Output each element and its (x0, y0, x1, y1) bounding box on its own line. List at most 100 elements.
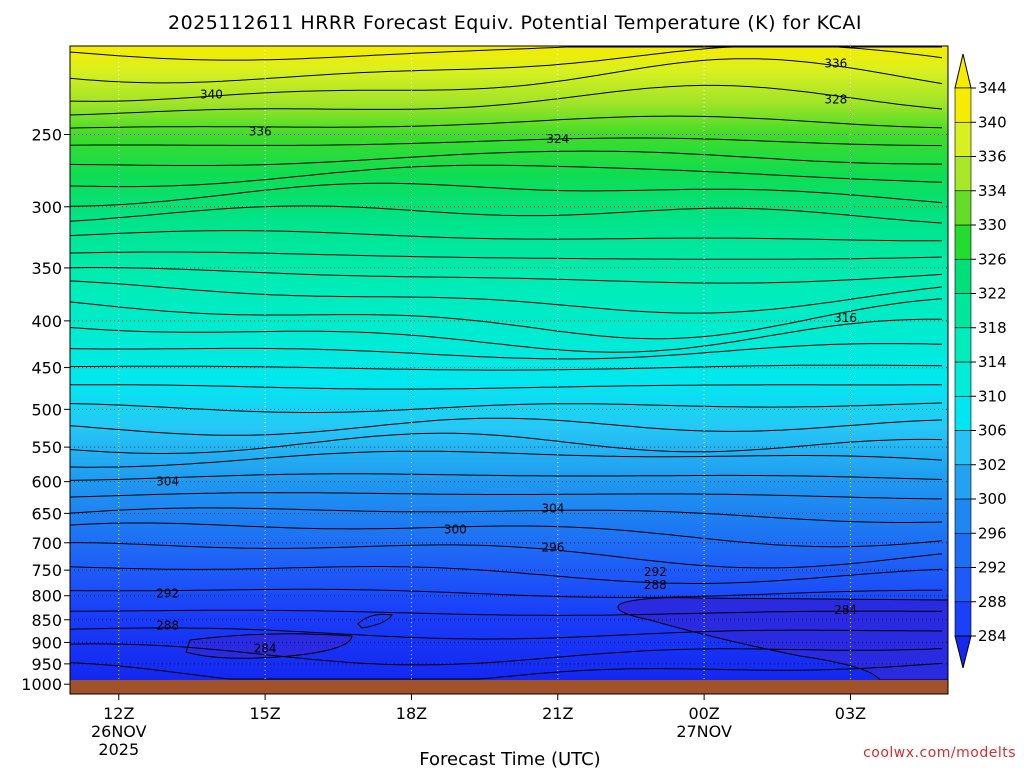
colorbar-tick-label: 318 (978, 319, 1007, 337)
colorbar-swatch (954, 464, 972, 500)
colorbar-tick-label: 322 (978, 285, 1007, 303)
x-tick-date: 26NOV (91, 722, 147, 741)
contour-label: 316 (834, 311, 857, 325)
contour-line (70, 542, 943, 569)
colorbar-tick-label: 306 (978, 422, 1007, 440)
contour-line (69, 627, 942, 640)
x-tick-label: 12Z (103, 704, 134, 723)
colorbar-swatch (954, 121, 972, 157)
colorbar-tick-label: 340 (978, 113, 1007, 131)
contour-label: 304 (156, 475, 179, 489)
contour-line (69, 662, 943, 680)
colorbar-tick-label: 310 (978, 387, 1007, 405)
colorbar-swatch (954, 430, 972, 466)
y-tick-label: 300 (31, 198, 62, 217)
contour-line (69, 150, 942, 166)
colorbar-swatch (954, 293, 972, 329)
colorbar-tick-label: 326 (978, 250, 1007, 268)
contour-label: 328 (824, 93, 847, 107)
y-tick-label: 350 (31, 259, 62, 278)
plot-field (70, 46, 948, 680)
x-tick-label: 00Z (688, 704, 719, 723)
contour-label: 340 (200, 87, 223, 101)
colorbar-swatch (954, 567, 972, 603)
contour-line (69, 432, 943, 454)
contour-line (69, 609, 942, 616)
x-tick-date: 27NOV (676, 722, 732, 741)
y-tick-label: 950 (31, 655, 62, 674)
contour-label: 336 (249, 124, 272, 138)
contour-line (69, 522, 943, 548)
y-tick-label: 700 (31, 534, 62, 553)
contour-line (69, 251, 943, 260)
grid-lines (70, 46, 948, 685)
colorbar-tick-label: 300 (978, 490, 1007, 508)
contour-label: 300 (444, 523, 467, 537)
colorbar-tick-label: 334 (978, 182, 1007, 200)
y-axis: 250 300 350 400 450 500 550 600 650 700 750 800 850 9… (21, 125, 70, 694)
contour-line (70, 384, 943, 390)
colorbar-tick-label: 296 (978, 524, 1007, 542)
contour-line (69, 318, 943, 353)
contour-line (69, 267, 943, 284)
y-tick-label: 800 (31, 587, 62, 606)
contour-line (69, 417, 943, 436)
colorbar-swatch (954, 190, 972, 226)
y-tick-label: 550 (31, 438, 62, 457)
plot-frame (69, 45, 949, 695)
colorbar-tick-label: 284 (978, 627, 1007, 645)
contour-label: 284 (254, 642, 277, 656)
colorbar-swatch (954, 361, 972, 397)
contour-line (69, 164, 943, 188)
contour-line (69, 507, 943, 523)
y-tick-label: 400 (31, 312, 62, 331)
contour-label: 292 (644, 565, 667, 579)
contour-line (69, 58, 943, 102)
y-tick-label: 450 (31, 359, 62, 378)
contour-label: 324 (546, 132, 569, 146)
contour-line (69, 450, 943, 468)
contour-line (70, 364, 943, 371)
contour-line (69, 402, 943, 413)
colorbar-tick-label: 344 (978, 79, 1007, 97)
contour-label: 336 (824, 56, 847, 70)
colorbar-tick-label: 330 (978, 216, 1007, 234)
colorbar-swatch (954, 532, 972, 568)
x-tick-label: 21Z (542, 704, 573, 723)
y-tick-label: 600 (31, 473, 62, 492)
colorbar-tick-label: 292 (978, 559, 1007, 577)
colorbar-swatch (954, 224, 972, 260)
y-tick-label: 650 (31, 504, 62, 523)
contour-line (69, 492, 942, 500)
credit-text: coolwx.com/modelts (863, 745, 1016, 761)
colorbar-swatch (954, 258, 972, 294)
colorbar-tick-label: 288 (978, 593, 1007, 611)
y-tick-label: 250 (31, 125, 62, 144)
x-tick-label: 18Z (396, 704, 427, 723)
y-tick-label: 900 (31, 633, 62, 652)
contour-line (69, 643, 943, 666)
y-tick-label: 750 (31, 561, 62, 580)
contour-line (69, 205, 943, 224)
low-theta-pocket (185, 633, 353, 659)
contour-line (69, 343, 943, 360)
contour-line (69, 280, 943, 314)
contour-label: 304 (541, 501, 564, 515)
chart-title: 2025112611 HRRR Forecast Equiv. Potentia… (168, 12, 862, 34)
x-axis-label: Forecast Time (UTC) (419, 749, 600, 768)
x-tick-year: 2025 (98, 740, 139, 759)
colorbar-swatch (954, 601, 972, 637)
contour-line (69, 115, 943, 129)
contour-label: 284 (834, 603, 857, 617)
colorbar-swatch (954, 327, 972, 363)
colorbar-swatch (954, 87, 972, 123)
y-tick-label: 1000 (21, 675, 62, 694)
x-tick-label: 15Z (249, 704, 280, 723)
contour-line (69, 182, 943, 207)
contour-line (69, 84, 943, 116)
contour-label: 288 (644, 578, 667, 592)
contour-lines (69, 46, 943, 680)
contour-line (69, 298, 943, 340)
